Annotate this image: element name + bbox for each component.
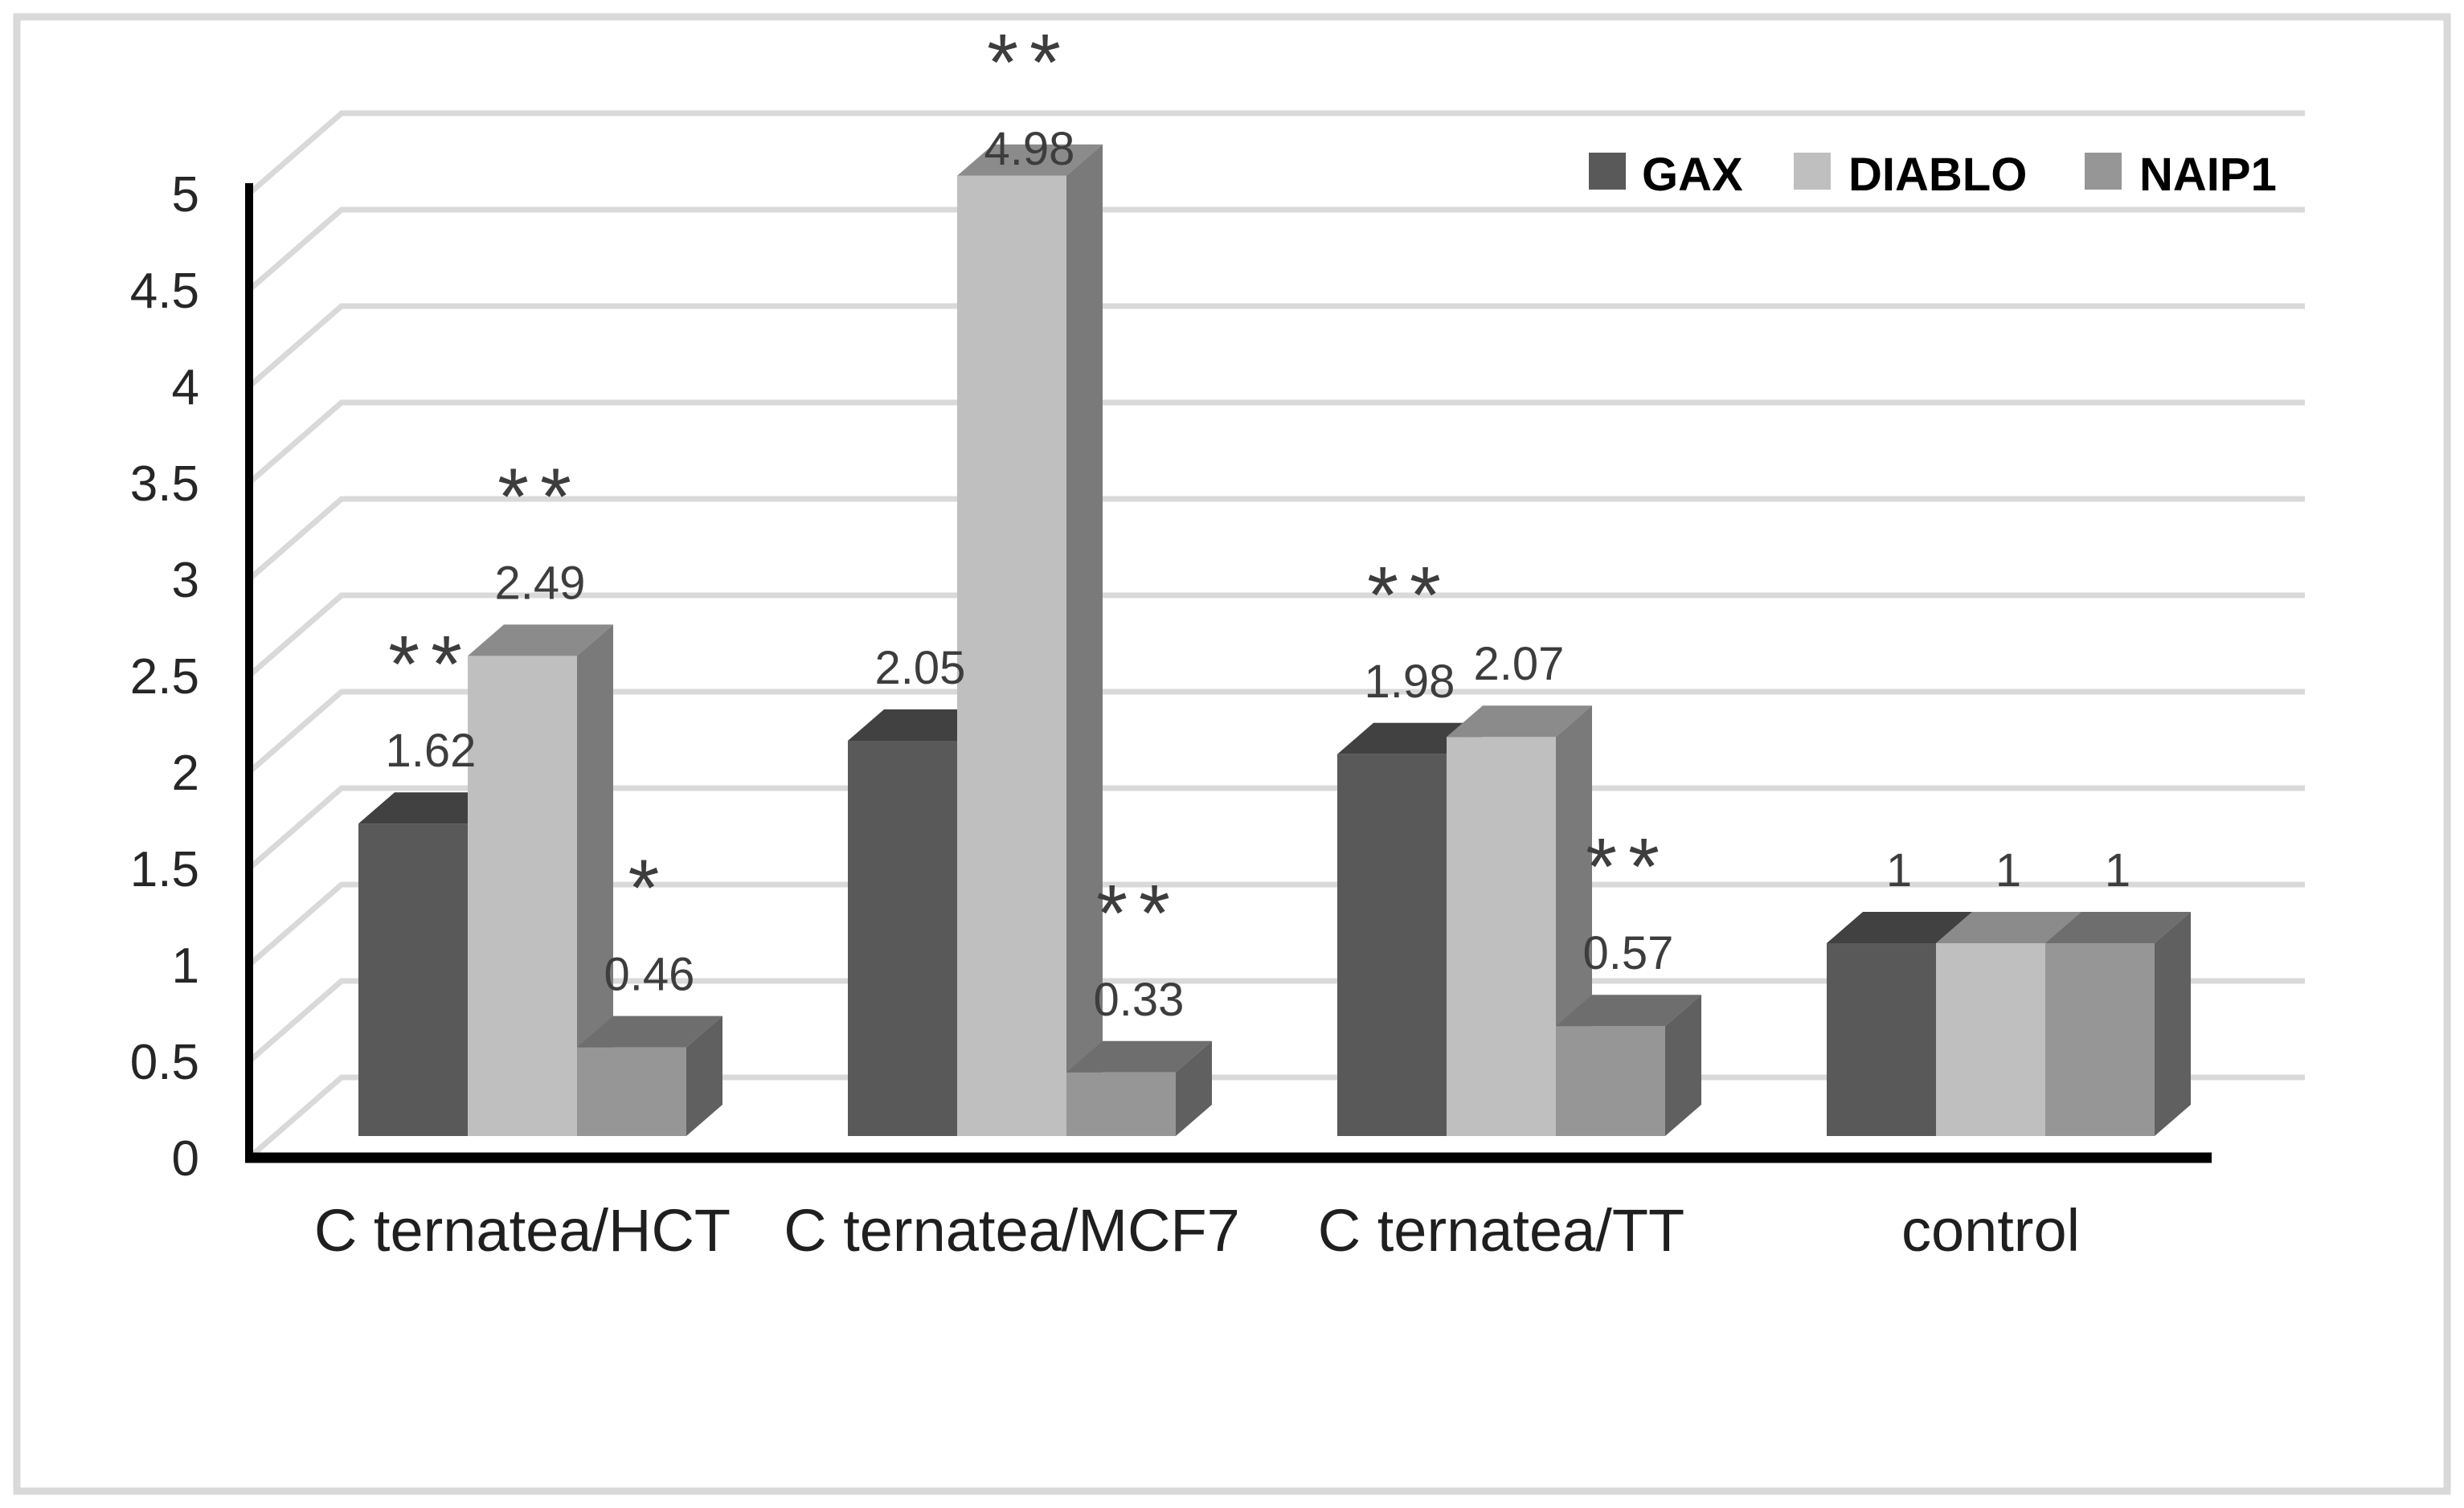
gridline xyxy=(247,303,2305,389)
value-label: 0.57 xyxy=(1583,927,1674,979)
value-label: 0.33 xyxy=(1094,974,1185,1026)
bar-naip1 xyxy=(577,1016,722,1136)
value-label: 1.62 xyxy=(386,725,477,777)
bar-front-face xyxy=(1556,1026,1665,1136)
y-tick-label: 2 xyxy=(172,746,199,801)
x-category-label: C ternatea/MCF7 xyxy=(784,1197,1240,1264)
bar-front-face xyxy=(1936,943,2045,1136)
bar-front-face xyxy=(1066,1072,1176,1136)
gridline xyxy=(247,881,2305,967)
bar-front-face xyxy=(2045,943,2155,1136)
gridline xyxy=(247,496,2305,582)
bar-naip1 xyxy=(1066,1040,1212,1136)
value-label: 1 xyxy=(1886,844,1912,897)
gridline xyxy=(247,978,2305,1064)
bar-front-face xyxy=(957,175,1066,1136)
y-tick-label: 2.5 xyxy=(130,649,199,705)
legend: GAX DIABLO NAIP1 xyxy=(1589,149,2277,201)
bar-side-face xyxy=(1176,1040,1212,1136)
legend-label-diablo: DIABLO xyxy=(1848,149,2027,201)
bar-side-face xyxy=(2155,912,2191,1136)
gridline xyxy=(247,399,2305,485)
value-label: 2.07 xyxy=(1474,638,1565,690)
significance-marker: ** xyxy=(1367,550,1452,640)
bar-top-face xyxy=(1827,912,1972,943)
significance-marker: * xyxy=(628,844,671,934)
bar-top-face xyxy=(358,792,504,824)
significance-marker: ** xyxy=(987,18,1072,108)
value-label: 1.98 xyxy=(1365,656,1455,708)
y-tick-label: 1 xyxy=(172,938,199,994)
legend-label-gax: GAX xyxy=(1642,149,1743,201)
bar-top-face xyxy=(957,144,1103,176)
gridline xyxy=(247,785,2305,871)
figure-border xyxy=(13,13,2451,1495)
bar-front-face xyxy=(1827,943,1936,1136)
bar-naip1 xyxy=(2045,912,2191,1136)
y-tick-label: 5 xyxy=(172,167,199,223)
bar-top-face xyxy=(577,1016,722,1048)
bar-front-face xyxy=(468,656,577,1136)
legend-label-naip1: NAIP1 xyxy=(2139,149,2277,201)
bar-side-face xyxy=(1066,144,1103,1136)
bar-top-face xyxy=(1337,722,1483,754)
legend-swatch-diablo xyxy=(1794,153,1831,190)
y-tick-label: 0.5 xyxy=(130,1035,199,1090)
bar-front-face xyxy=(1447,737,1556,1136)
y-tick-label: 4 xyxy=(172,360,199,415)
x-category-label: C ternatea/HCT xyxy=(314,1197,731,1264)
bar-top-face xyxy=(468,624,613,656)
significance-marker: ** xyxy=(388,619,473,709)
y-tick-label: 3 xyxy=(172,553,199,608)
bar-top-face xyxy=(1556,995,1701,1027)
gridline xyxy=(247,110,2305,196)
bar-front-face xyxy=(1337,754,1447,1136)
bar-side-face xyxy=(686,1016,722,1136)
bar-diablo xyxy=(468,624,613,1136)
bar-top-face xyxy=(1936,912,2081,943)
value-label: 2.49 xyxy=(495,557,586,609)
x-category-label: C ternatea/TT xyxy=(1318,1197,1685,1264)
bar-naip1 xyxy=(1556,995,1701,1136)
bar-top-face xyxy=(848,709,993,741)
value-label: 1 xyxy=(2105,844,2130,897)
bar-front-face xyxy=(848,741,957,1136)
y-tick-label: 1.5 xyxy=(130,842,199,897)
value-label: 4.98 xyxy=(984,123,1075,175)
x-category-label: control xyxy=(1901,1197,2080,1264)
significance-marker: ** xyxy=(1096,868,1181,958)
value-label: 2.05 xyxy=(875,642,966,694)
legend-swatch-gax xyxy=(1589,153,1626,190)
bar-top-face xyxy=(1447,705,1592,738)
value-label: 1 xyxy=(1995,844,2021,897)
y-tick-label: 3.5 xyxy=(130,456,199,512)
gridline xyxy=(247,592,2305,678)
y-tick-label: 0 xyxy=(172,1131,199,1187)
bar-side-face xyxy=(1665,995,1701,1136)
gridline xyxy=(247,689,2305,774)
gridline xyxy=(247,206,2305,292)
significance-marker: ** xyxy=(497,452,583,541)
y-tick-label: 4.5 xyxy=(130,264,199,319)
bar-diablo xyxy=(957,144,1103,1136)
value-label: 0.46 xyxy=(604,949,695,1001)
bar-front-face xyxy=(358,823,468,1136)
bar-side-face xyxy=(577,624,613,1136)
legend-swatch-naip1 xyxy=(2085,153,2122,190)
bar-front-face xyxy=(577,1047,686,1136)
bar-top-face xyxy=(2045,912,2191,943)
significance-marker: ** xyxy=(1586,822,1671,912)
bar-top-face xyxy=(1066,1040,1212,1073)
